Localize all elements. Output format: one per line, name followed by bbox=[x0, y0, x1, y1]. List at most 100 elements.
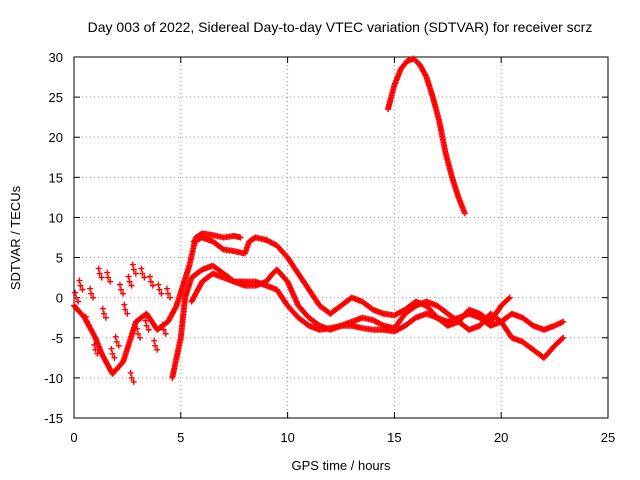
data-point bbox=[137, 334, 144, 341]
data-point bbox=[82, 313, 89, 320]
data-point bbox=[75, 298, 82, 305]
data-point bbox=[116, 281, 123, 288]
y-tick-label: 5 bbox=[56, 251, 63, 266]
y-axis-label: SDTVAR / TECUs bbox=[8, 185, 23, 290]
y-tick-label: -15 bbox=[44, 411, 63, 426]
x-axis: 0 5 10 15 20 25 bbox=[70, 57, 615, 445]
data-point bbox=[100, 310, 107, 317]
series-scattered bbox=[72, 261, 173, 385]
data-point bbox=[164, 290, 171, 297]
y-tick-label: 20 bbox=[49, 130, 63, 145]
x-tick-label: 5 bbox=[177, 430, 184, 445]
series-trace-5 bbox=[384, 55, 468, 217]
y-tick-label: -5 bbox=[51, 331, 63, 346]
data-point bbox=[85, 322, 92, 329]
data-point bbox=[139, 270, 146, 277]
data-point bbox=[143, 322, 150, 329]
data-point bbox=[132, 270, 139, 277]
data-point bbox=[154, 346, 161, 353]
y-tick-label: 30 bbox=[49, 50, 63, 65]
data-point bbox=[108, 345, 115, 352]
y-tick-label: -10 bbox=[44, 371, 63, 386]
data-point bbox=[152, 342, 159, 349]
data-point bbox=[73, 294, 80, 301]
data-point bbox=[166, 294, 173, 301]
data-point bbox=[104, 269, 111, 276]
data-points bbox=[71, 55, 567, 385]
data-point bbox=[219, 245, 226, 252]
data-point bbox=[163, 285, 170, 292]
data-point bbox=[121, 301, 128, 308]
data-point bbox=[107, 278, 114, 285]
x-tick-label: 20 bbox=[494, 430, 508, 445]
data-point bbox=[159, 321, 166, 328]
data-point bbox=[461, 210, 468, 217]
data-point bbox=[111, 354, 118, 361]
data-point bbox=[96, 270, 103, 277]
data-point bbox=[105, 274, 112, 281]
data-point bbox=[560, 318, 567, 325]
data-point bbox=[87, 285, 94, 292]
data-point bbox=[237, 234, 244, 241]
data-point bbox=[138, 265, 145, 272]
data-point bbox=[112, 333, 119, 340]
plot-frame bbox=[73, 56, 609, 419]
data-point bbox=[141, 274, 148, 281]
data-point bbox=[129, 261, 136, 268]
data-point bbox=[83, 318, 90, 325]
data-point bbox=[156, 286, 163, 293]
chart-title: Day 003 of 2022, Sidereal Day-to-day VTE… bbox=[88, 19, 593, 35]
data-point bbox=[125, 273, 132, 280]
y-tick-label: 15 bbox=[49, 170, 63, 185]
data-point bbox=[119, 290, 126, 297]
data-point bbox=[128, 374, 135, 381]
x-tick-label: 25 bbox=[601, 430, 615, 445]
data-point bbox=[160, 326, 167, 333]
x-tick-label: 15 bbox=[387, 430, 401, 445]
data-point bbox=[130, 378, 137, 385]
data-point bbox=[560, 334, 567, 341]
y-tick-label: 0 bbox=[56, 291, 63, 306]
data-point bbox=[151, 337, 158, 344]
data-point bbox=[149, 282, 156, 289]
series-trace-1 bbox=[71, 230, 244, 377]
data-point bbox=[147, 278, 154, 285]
data-point bbox=[127, 369, 134, 376]
y-tick-label: 10 bbox=[49, 210, 63, 225]
data-point bbox=[72, 289, 79, 296]
data-point bbox=[122, 306, 129, 313]
data-point bbox=[155, 281, 162, 288]
data-point bbox=[92, 346, 99, 353]
data-point bbox=[126, 278, 133, 285]
data-point bbox=[99, 305, 106, 312]
data-point bbox=[505, 295, 512, 302]
data-point bbox=[88, 290, 95, 297]
data-point bbox=[77, 282, 84, 289]
data-point bbox=[135, 330, 142, 337]
data-point bbox=[79, 286, 86, 293]
data-point bbox=[506, 294, 513, 301]
x-axis-label: GPS time / hours bbox=[292, 458, 391, 473]
grid bbox=[74, 57, 608, 418]
series-trace-4 bbox=[188, 270, 567, 335]
data-point bbox=[98, 274, 105, 281]
data-point bbox=[128, 282, 135, 289]
data-point bbox=[113, 338, 120, 345]
y-axis: -15 -10 -5 0 5 10 15 20 25 30 bbox=[44, 50, 608, 426]
data-point bbox=[90, 294, 97, 301]
data-point bbox=[91, 341, 98, 348]
data-point bbox=[130, 266, 137, 273]
data-point bbox=[162, 330, 169, 337]
data-point bbox=[102, 314, 109, 321]
data-point bbox=[142, 317, 149, 324]
data-point bbox=[134, 325, 141, 332]
data-point bbox=[115, 342, 122, 349]
data-point bbox=[95, 265, 102, 272]
data-point bbox=[145, 326, 152, 333]
data-point bbox=[76, 277, 83, 284]
x-tick-label: 0 bbox=[70, 430, 77, 445]
data-point bbox=[94, 350, 101, 357]
data-point bbox=[109, 350, 116, 357]
data-point bbox=[124, 310, 131, 317]
